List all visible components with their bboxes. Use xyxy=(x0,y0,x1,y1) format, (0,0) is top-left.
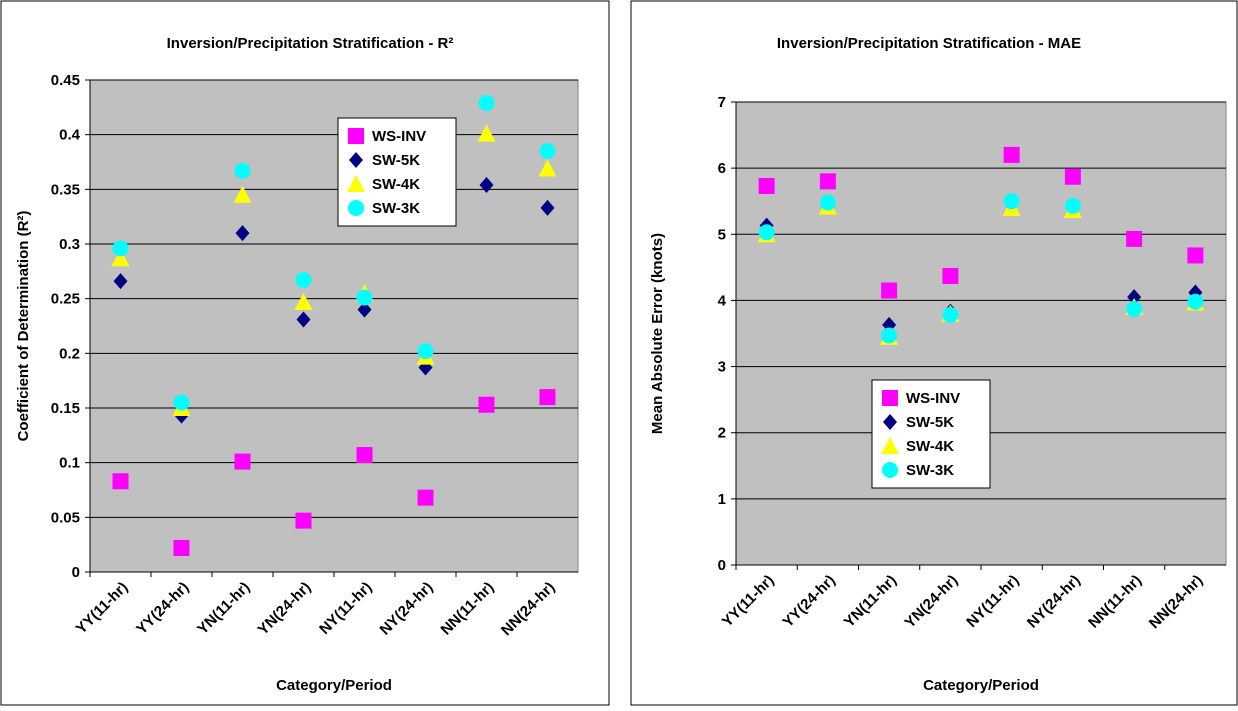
marker xyxy=(295,512,312,529)
marker xyxy=(296,311,311,328)
marker xyxy=(417,489,434,506)
marker xyxy=(1126,301,1143,318)
y-tick-label: 4 xyxy=(718,292,727,309)
plot-area xyxy=(89,79,579,573)
y-tick-label: 0.35 xyxy=(51,181,80,198)
y-tick-label: 0 xyxy=(72,564,80,581)
marker xyxy=(234,453,251,470)
marker xyxy=(539,143,556,160)
marker xyxy=(1064,168,1081,185)
y-tick-label: 0.3 xyxy=(59,236,80,253)
y-tick-label: 0.05 xyxy=(51,509,80,526)
marker xyxy=(348,200,364,216)
y-axis-label: Coefficient of Determination (R²) xyxy=(15,211,32,442)
marker xyxy=(819,173,836,190)
series xyxy=(113,176,555,424)
marker xyxy=(113,273,128,290)
marker xyxy=(1127,289,1142,306)
series xyxy=(112,389,556,556)
y-tick-label: 6 xyxy=(718,160,726,177)
legend-label: WS-INV xyxy=(372,128,426,145)
series xyxy=(112,94,556,411)
marker xyxy=(347,175,365,192)
legend-label: WS-INV xyxy=(906,390,960,407)
marker xyxy=(235,225,250,242)
marker xyxy=(1187,247,1204,264)
marker xyxy=(234,162,251,179)
marker xyxy=(294,292,313,310)
legend-label: SW-4K xyxy=(372,176,420,193)
chart-title: Inversion/Precipitation Stratification -… xyxy=(777,35,1081,52)
marker xyxy=(111,249,130,267)
marker xyxy=(819,194,836,211)
marker xyxy=(1003,193,1020,210)
y-tick-label: 3 xyxy=(718,359,726,376)
marker xyxy=(1003,146,1020,163)
marker xyxy=(1064,197,1081,214)
marker xyxy=(539,389,556,406)
y-tick-label: 7 xyxy=(718,94,726,111)
marker xyxy=(882,390,898,406)
y-tick-label: 2 xyxy=(718,425,726,442)
chart-title: Inversion/Precipitation Stratification -… xyxy=(167,35,454,52)
marker xyxy=(348,128,364,144)
marker xyxy=(881,282,898,299)
y-tick-label: 0 xyxy=(718,557,726,574)
marker xyxy=(479,176,494,193)
marker xyxy=(417,343,434,360)
legend-label: SW-3K xyxy=(906,462,954,479)
marker xyxy=(478,94,495,111)
marker xyxy=(881,437,899,454)
marker xyxy=(173,539,190,556)
marker xyxy=(1187,293,1204,310)
marker xyxy=(942,267,959,284)
x-axis-label: Category/Period xyxy=(923,677,1039,694)
marker xyxy=(758,178,775,195)
y-tick-label: 0.45 xyxy=(51,72,80,89)
plot-area xyxy=(735,101,1227,566)
marker xyxy=(477,124,496,142)
marker xyxy=(478,396,495,413)
marker xyxy=(882,462,898,478)
legend-label: SW-5K xyxy=(906,414,954,431)
marker xyxy=(758,224,775,241)
legend-label: SW-5K xyxy=(372,152,420,169)
marker xyxy=(357,301,372,318)
y-tick-label: 1 xyxy=(718,491,726,508)
marker xyxy=(295,272,312,289)
marker xyxy=(540,199,555,216)
x-axis-label: Category/Period xyxy=(276,677,392,694)
series xyxy=(758,146,1204,299)
y-tick-label: 0.1 xyxy=(59,455,80,472)
marker xyxy=(883,414,897,430)
y-axis-label: Mean Absolute Error (knots) xyxy=(649,233,666,434)
y-tick-label: 5 xyxy=(718,226,726,243)
y-tick-label: 0.4 xyxy=(59,127,81,144)
marker xyxy=(356,447,373,464)
marker xyxy=(942,306,959,323)
marker xyxy=(538,159,557,177)
marker xyxy=(349,152,363,168)
marker xyxy=(356,289,373,306)
marker xyxy=(233,185,252,203)
series xyxy=(758,193,1204,344)
y-tick-label: 0.25 xyxy=(51,291,80,308)
legend-label: SW-4K xyxy=(906,438,954,455)
marker xyxy=(173,394,190,411)
marker xyxy=(112,240,129,257)
legend-label: SW-3K xyxy=(372,200,420,217)
marker xyxy=(1126,230,1143,247)
marker xyxy=(112,473,129,490)
y-tick-label: 0.15 xyxy=(51,400,80,417)
y-tick-label: 0.2 xyxy=(59,345,80,362)
marker xyxy=(881,327,898,344)
